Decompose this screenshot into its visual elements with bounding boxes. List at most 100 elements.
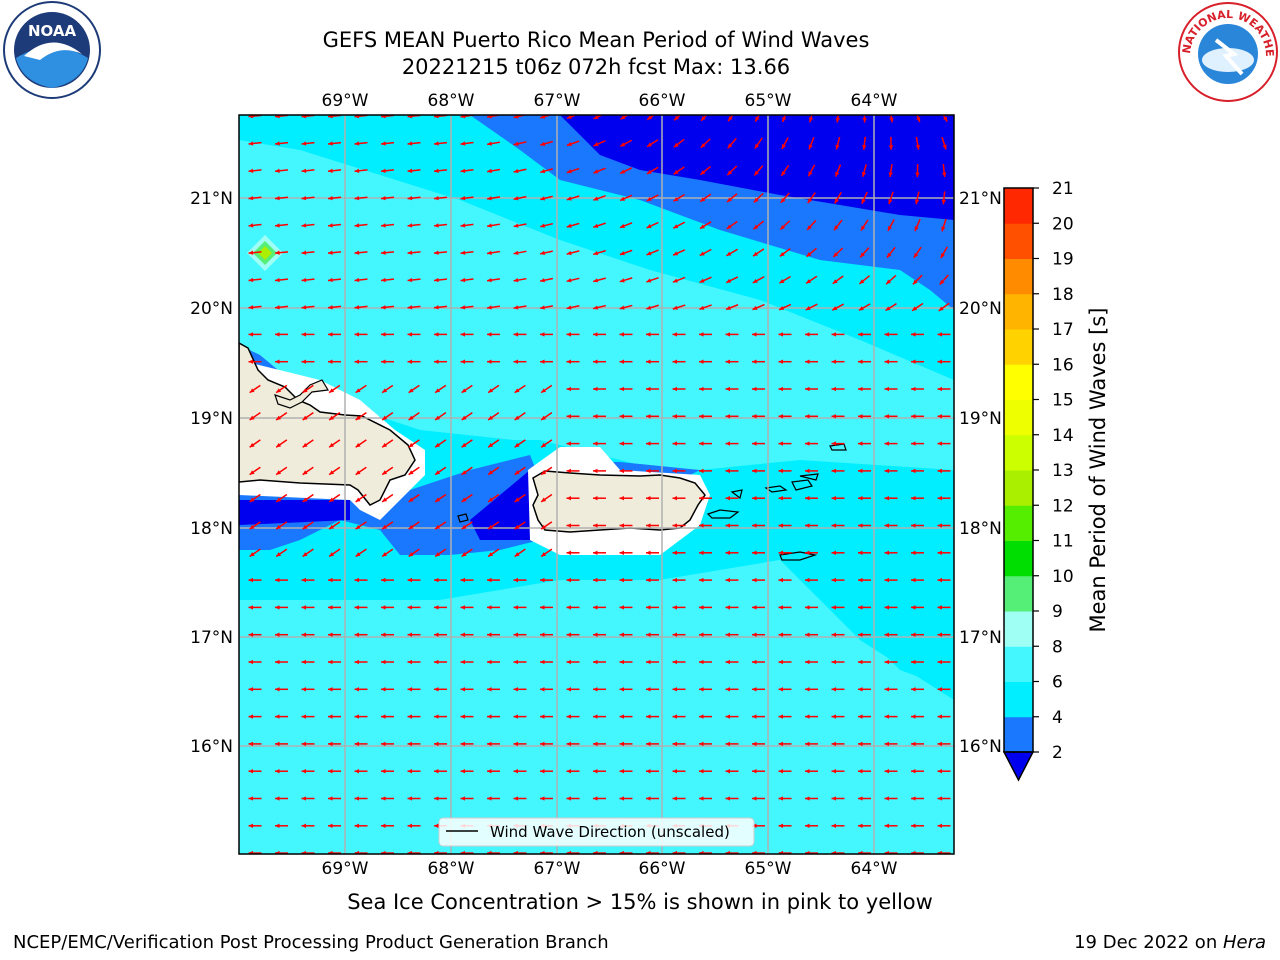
wave-direction-arrowhead [725, 305, 731, 310]
wave-direction-arrowhead [911, 523, 916, 528]
wave-direction-arrowhead [672, 305, 678, 310]
wave-direction-arrowhead [460, 195, 466, 201]
wave-direction-arrowhead [699, 224, 705, 229]
wave-direction-arrowhead [831, 523, 837, 528]
wave-direction-arrowhead [619, 523, 625, 528]
wave-direction-arrowhead [646, 278, 652, 283]
wave-direction-arrowhead [672, 278, 678, 283]
wave-direction-arrowhead [407, 850, 413, 854]
wave-direction-arrowhead [752, 687, 757, 692]
wave-direction-arrowhead [407, 714, 413, 719]
wave-direction-arrowhead [646, 386, 651, 392]
wave-direction-arrowhead [672, 386, 678, 392]
wave-direction-arrowhead [302, 524, 308, 530]
wave-direction-arrowhead [381, 577, 386, 583]
wave-direction-arrowhead [301, 850, 307, 854]
wave-direction-arrowhead [248, 659, 254, 665]
wave-direction-arrowhead [354, 115, 360, 119]
wave-direction-arrowhead [301, 659, 307, 665]
island-mona [457, 513, 469, 523]
wave-direction-arrowhead [593, 523, 598, 528]
wave-direction-arrowhead [831, 714, 837, 719]
wave-direction-arrowhead [672, 577, 678, 583]
lat-tick-left-21n: 21°N [190, 189, 233, 209]
wave-direction-arrowhead [858, 687, 863, 692]
wave-direction-arrowhead [672, 550, 678, 555]
map-plot-area [239, 115, 954, 854]
wave-direction-arrowhead [302, 497, 308, 502]
wave-direction-arrowhead [779, 305, 785, 310]
wave-direction-arrowhead [778, 823, 784, 828]
wave-direction-arrowhead [619, 386, 625, 392]
island-vieques [706, 509, 740, 519]
wave-direction-arrowhead [354, 687, 360, 692]
wave-direction-arrowhead [752, 332, 757, 337]
wave-direction-arrowhead [831, 659, 837, 665]
wave-direction-arrowhead [381, 168, 386, 173]
wave-direction-arrowhead [540, 115, 546, 119]
wave-direction-arrowhead [301, 168, 307, 173]
wave-direction-arrowhead [887, 225, 892, 231]
wave-direction-arrowhead [461, 497, 467, 502]
wave-direction-arrowhead [487, 577, 492, 583]
colorbar-tick-label: 17 [1052, 320, 1074, 340]
wave-direction-arrowhead [301, 305, 307, 310]
wave-direction-arrowhead [941, 226, 946, 232]
wave-direction-arrowhead [916, 117, 921, 123]
wave-direction-arrowhead [435, 552, 441, 557]
colorbar-tick-label: 11 [1052, 532, 1074, 552]
island-culebra [730, 489, 743, 500]
wave-direction-arrowhead [646, 714, 651, 719]
wave-direction-arrowhead [858, 332, 863, 337]
wave-direction-arrowhead [619, 332, 625, 337]
wave-direction-arrowhead [725, 632, 731, 637]
wave-direction-arrowhead [434, 741, 439, 747]
wave-direction-arrowhead [808, 117, 814, 123]
wave-direction-arrowhead [780, 224, 786, 230]
wave-direction-arrowhead [275, 168, 280, 173]
wave-direction-arrowhead [911, 414, 916, 419]
wave-direction-arrowhead [513, 659, 519, 665]
wave-direction-arrowhead [937, 823, 943, 828]
wave-direction-arrowhead [779, 251, 785, 257]
wave-direction-arrowhead [672, 414, 678, 419]
wave-direction-arrowhead [513, 769, 519, 774]
wave-direction-arrowhead [407, 687, 413, 692]
wave-direction-arrowhead [593, 659, 598, 665]
wave-direction-arrowhead [619, 632, 625, 637]
wave-direction-arrowhead [460, 850, 466, 854]
wave-direction-arrowhead [646, 224, 652, 229]
wave-direction-arrowhead [778, 687, 784, 692]
wave-direction-arrowhead [912, 279, 918, 285]
wave-direction-arrowhead [513, 115, 519, 119]
wave-direction-arrowhead [699, 577, 704, 583]
wave-direction-arrowhead [593, 550, 598, 555]
wave-direction-arrowhead [646, 414, 651, 419]
wave-direction-arrowhead [619, 577, 625, 583]
wave-direction-arrowhead [752, 468, 757, 474]
wave-direction-arrowhead [805, 769, 810, 774]
wave-direction-arrowhead [248, 115, 254, 119]
wave-direction-arrowhead [937, 769, 943, 774]
wave-direction-arrowhead [806, 252, 812, 257]
wave-direction-arrowhead [619, 550, 625, 555]
lat-tick-right-19n: 19°N [959, 409, 1002, 429]
wave-direction-arrowhead [248, 250, 254, 255]
wave-direction-arrowhead [911, 823, 916, 828]
wave-direction-arrowhead [461, 442, 467, 448]
wave-direction-arrowhead [382, 470, 388, 475]
island-tortola [799, 473, 819, 481]
wave-direction-arrowhead [275, 632, 280, 637]
wave-direction-arrowhead [382, 388, 388, 393]
wave-direction-arrowhead [884, 523, 890, 528]
wave-direction-arrowhead [381, 605, 386, 610]
wave-direction-arrowhead [725, 386, 731, 392]
wave-direction-arrowhead [593, 850, 598, 854]
lon-tick-bottom-64w: 64°W [851, 859, 898, 879]
wave-direction-arrowhead [407, 115, 413, 119]
wave-direction-arrowhead [593, 441, 598, 446]
wave-direction-arrowhead [513, 687, 519, 692]
wave-direction-arrowhead [460, 659, 466, 665]
wave-direction-arrowhead [381, 796, 386, 801]
wave-direction-arrowhead [302, 552, 308, 557]
